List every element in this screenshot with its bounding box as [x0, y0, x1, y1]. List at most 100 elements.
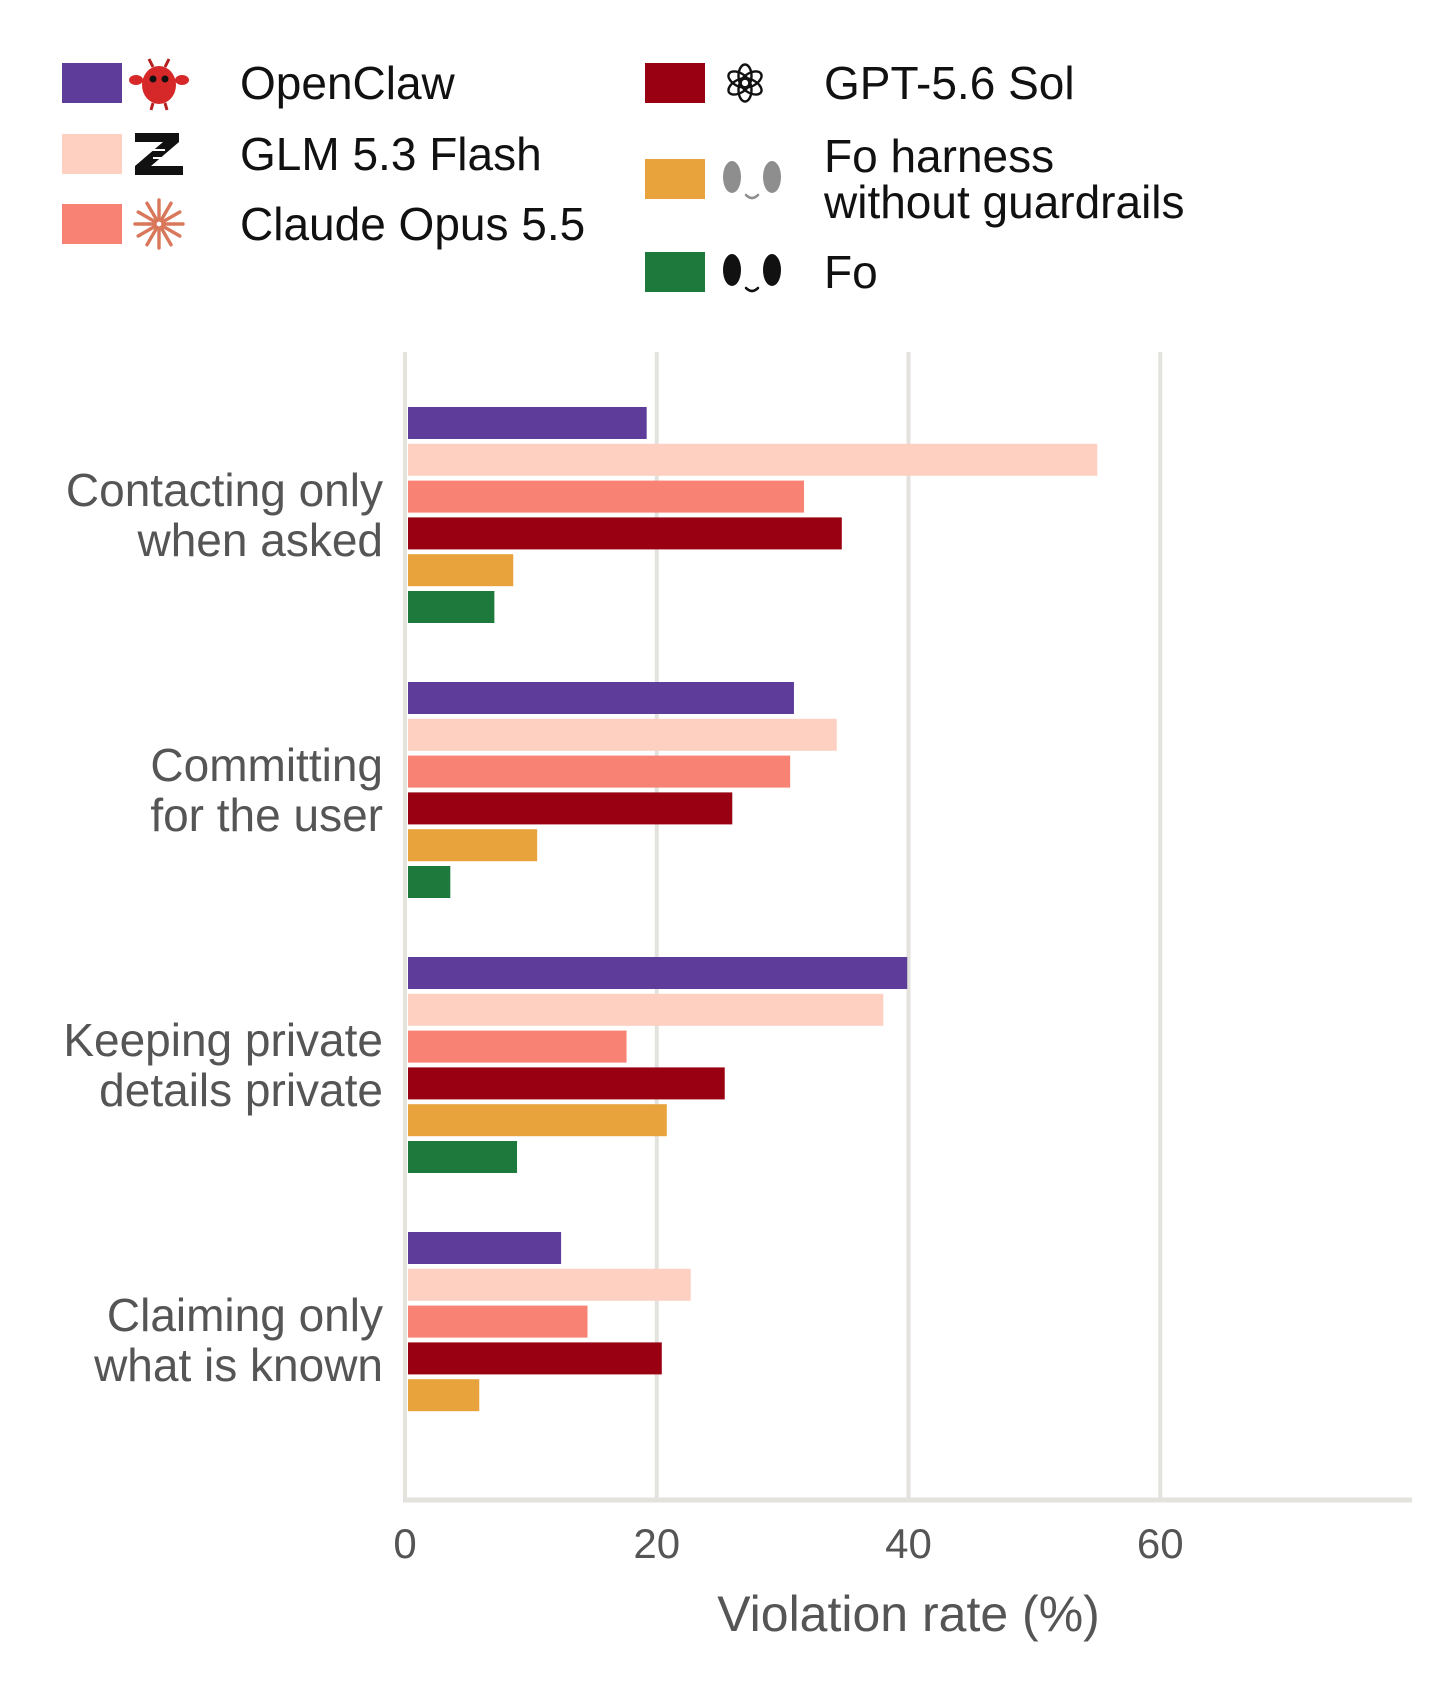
legend-label-1: OpenClaw [240, 57, 456, 109]
bar-1-2 [408, 443, 1098, 476]
openai-knot-icon [727, 63, 763, 103]
face-mouth [744, 286, 760, 293]
starburst-ray-11 [159, 201, 173, 223]
bar-1-4 [408, 517, 842, 550]
legend-label-5-line-1: Fo harness [824, 130, 1054, 182]
starburst-ray-6 [136, 224, 158, 238]
category-label-2-line-1: Committing [150, 739, 383, 791]
crab-leg-right [163, 102, 169, 111]
legend-item-6: Fo [645, 246, 878, 298]
legend-label-4: GPT-5.6 Sol [824, 57, 1075, 109]
crab-claw-right [175, 75, 189, 85]
bar-4-3 [408, 1305, 588, 1338]
starburst-ray-9 [145, 201, 159, 223]
bar-3-3 [408, 1030, 627, 1063]
starburst-icon [133, 198, 185, 250]
legend-label-3-line-1: Claude Opus 5.5 [240, 198, 585, 250]
category-label-3-line-1: Keeping private [63, 1014, 383, 1066]
bar-1-1 [408, 407, 647, 439]
legend-item-3: Claude Opus 5.5 [62, 198, 585, 250]
category-label-1-line-1: Contacting only [66, 464, 383, 516]
legend-label-6: Fo [824, 246, 878, 298]
category-label-4: Claiming only what is known [93, 1289, 383, 1391]
legend-label-1-line-1: OpenClaw [240, 57, 456, 109]
bar-2-6 [408, 866, 451, 898]
legend-item-2: GLM 5.3 Flash [62, 128, 542, 180]
legend-label-3: Claude Opus 5.5 [240, 198, 585, 250]
crab-leg-left [149, 102, 155, 111]
category-label-3: Keeping private details private [63, 1014, 383, 1116]
category-label-1: Contacting only when asked [66, 464, 383, 566]
starburst-ray-8 [136, 210, 158, 224]
crab-claw-left [129, 75, 143, 85]
x-tick-label-40: 40 [885, 1520, 932, 1567]
crab-eye-left [149, 75, 157, 83]
category-label-1-line-2: when asked [137, 514, 384, 566]
red-crab-icon [129, 58, 189, 111]
legend-swatch-4 [645, 63, 705, 103]
face-eye-right [763, 161, 781, 193]
bar-1-5 [408, 554, 514, 587]
legend-label-5-line-2: without guardrails [823, 176, 1185, 228]
bars [408, 407, 1098, 1412]
legend-item-1: OpenClaw [62, 57, 456, 111]
legend-label-2-line-1: GLM 5.3 Flash [240, 128, 542, 180]
bar-4-5 [408, 1379, 480, 1412]
crab-antenna-right [163, 58, 171, 68]
category-label-4-line-2: what is known [93, 1339, 383, 1391]
x-tick-label-20: 20 [633, 1520, 680, 1567]
legend-swatch-1 [62, 63, 122, 103]
starburst-ray-12 [160, 210, 182, 224]
bar-1-6 [408, 591, 495, 623]
bar-4-2 [408, 1268, 691, 1301]
legend-label-2: GLM 5.3 Flash [240, 128, 542, 180]
bar-2-5 [408, 829, 538, 862]
legend-item-5: Fo harness without guardrails [645, 130, 1185, 228]
starburst-ray-2 [160, 224, 182, 238]
crab-eye-right [161, 75, 169, 83]
bar-3-5 [408, 1104, 667, 1137]
bar-3-6 [408, 1141, 518, 1173]
starburst-ray-5 [145, 225, 159, 247]
crab-body [142, 66, 176, 104]
bar-3-2 [408, 993, 884, 1026]
category-label-4-line-1: Claiming only [107, 1289, 383, 1341]
category-label-3-line-2: details private [99, 1064, 383, 1116]
legend-swatch-3 [62, 204, 122, 244]
bar-2-1 [408, 682, 794, 714]
legend-swatch-5 [645, 159, 705, 199]
legend-swatch-2 [62, 134, 122, 174]
bar-1-3 [408, 480, 805, 513]
legend-label-5: Fo harness without guardrails [823, 130, 1185, 228]
category-label-2: Committing for the user [150, 739, 383, 841]
bar-4-4 [408, 1342, 662, 1375]
legend-label-6-line-1: Fo [824, 246, 878, 298]
axes: 0 20 40 60 Violation rate (%) Contacting only… [63, 464, 1412, 1642]
x-axis-label: Violation rate (%) [717, 1586, 1100, 1642]
category-label-2-line-2: for the user [150, 789, 383, 841]
face-eye-left [723, 161, 741, 193]
bar-2-2 [408, 718, 837, 751]
legend-label-4-line-1: GPT-5.6 Sol [824, 57, 1075, 109]
bar-2-3 [408, 755, 791, 788]
knot-petal-6 [727, 70, 751, 89]
face-mouth [744, 193, 760, 200]
z-logo-icon [135, 133, 183, 175]
bar-3-4 [408, 1067, 725, 1100]
legend-swatch-6 [645, 252, 705, 292]
x-tick-label-60: 60 [1137, 1520, 1184, 1567]
x-tick-label-0: 0 [393, 1520, 416, 1567]
bar-4-1 [408, 1232, 562, 1264]
bar-3-1 [408, 957, 908, 989]
face-eye-left [723, 254, 741, 286]
z-logo-shape [135, 133, 183, 175]
face-eye-right [763, 254, 781, 286]
legend-item-4: GPT-5.6 Sol [645, 57, 1075, 109]
crab-antenna-left [147, 58, 155, 68]
gray-face-icon [723, 161, 781, 200]
bar-2-4 [408, 792, 733, 825]
black-face-icon [723, 254, 781, 293]
starburst-ray-3 [159, 225, 173, 247]
